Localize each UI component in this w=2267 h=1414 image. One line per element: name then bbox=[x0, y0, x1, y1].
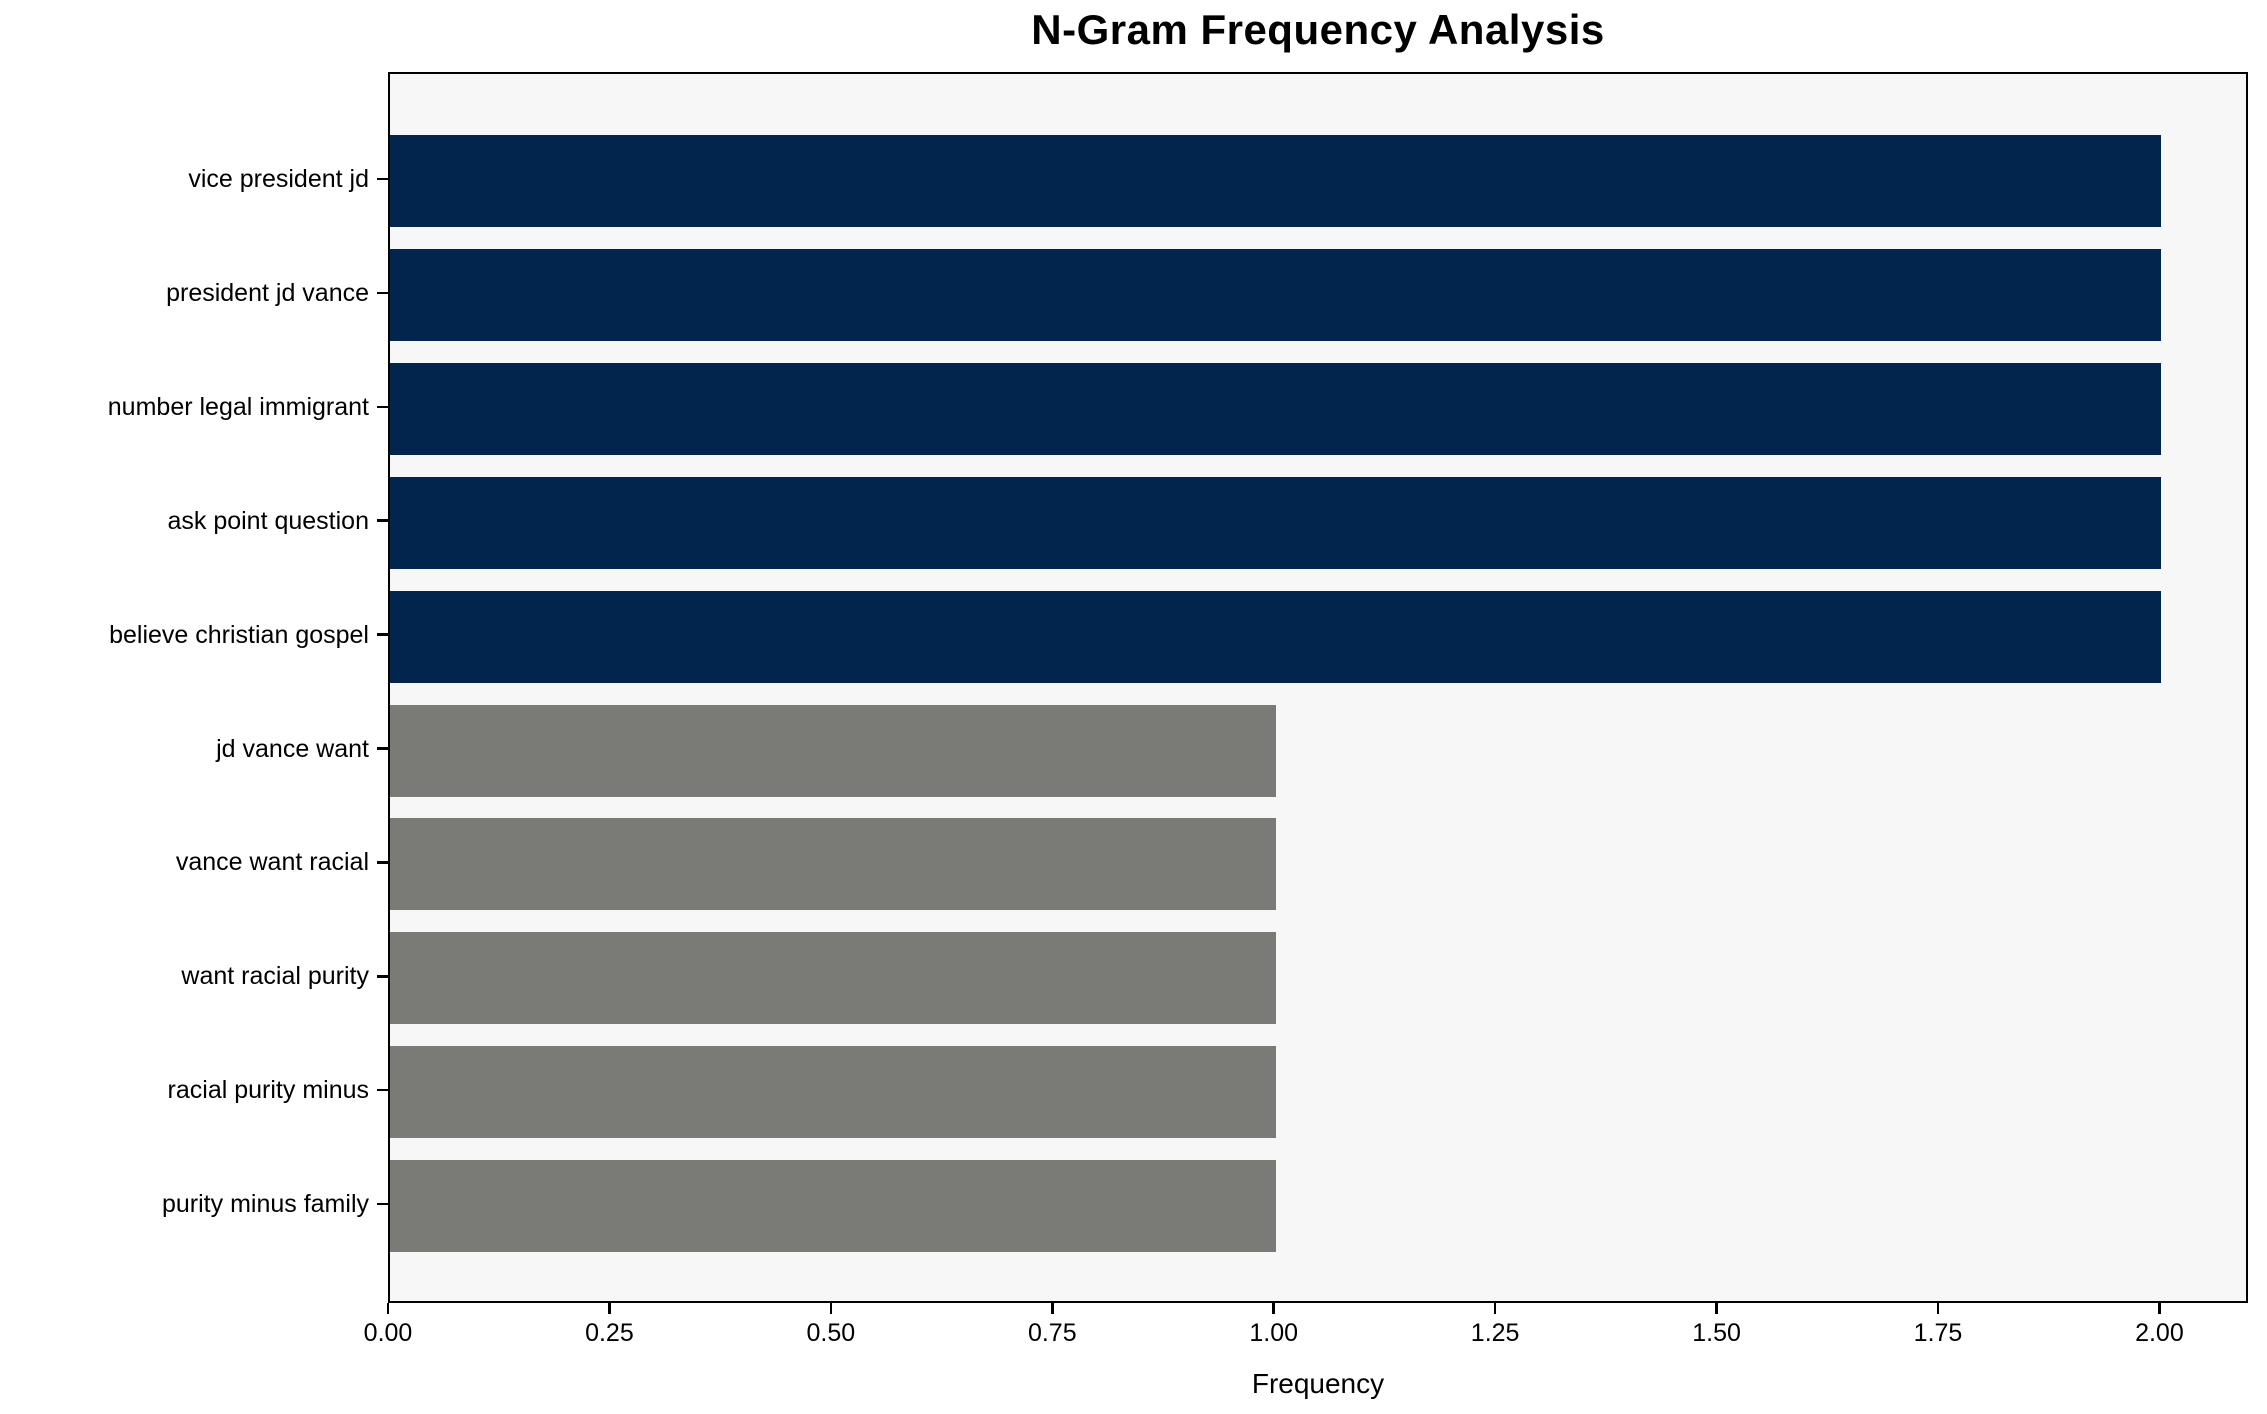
bar bbox=[390, 1160, 1276, 1253]
bar bbox=[390, 248, 2162, 341]
x-axis-tick bbox=[2158, 1303, 2161, 1314]
y-tick-label: purity minus family bbox=[162, 1190, 369, 1219]
plot-area bbox=[388, 72, 2248, 1303]
x-tick-label: 1.25 bbox=[1470, 1319, 1520, 1347]
y-tick-label: vice president jd bbox=[188, 165, 369, 193]
y-axis-tick bbox=[377, 747, 388, 750]
y-axis-tick bbox=[377, 291, 388, 295]
y-tick-label: ask point question bbox=[167, 506, 369, 535]
x-axis-tick bbox=[608, 1303, 611, 1314]
y-tick-label: vance want racial bbox=[175, 848, 369, 877]
y-tick-label: racial purity minus bbox=[167, 1076, 369, 1105]
x-tick-label: 0.50 bbox=[806, 1319, 856, 1347]
bar bbox=[390, 1046, 1276, 1139]
y-axis-tick bbox=[377, 861, 388, 864]
y-axis-tick bbox=[377, 519, 388, 522]
y-tick-label: number legal immigrant bbox=[107, 392, 369, 421]
x-tick-label: 1.50 bbox=[1692, 1319, 1741, 1347]
y-axis-tick bbox=[377, 177, 388, 181]
x-axis-tick bbox=[1051, 1303, 1054, 1314]
y-axis-tick bbox=[377, 1088, 388, 1092]
x-axis-tick bbox=[1272, 1303, 1275, 1314]
x-tick-label: 0.75 bbox=[1027, 1319, 1077, 1347]
bar bbox=[390, 590, 2162, 683]
x-axis-tick bbox=[829, 1303, 833, 1314]
chart-title: N-Gram Frequency Analysis bbox=[1031, 6, 1605, 53]
x-tick-label: 2.00 bbox=[2135, 1319, 2184, 1347]
bar bbox=[390, 476, 2162, 569]
bar bbox=[390, 704, 1276, 797]
x-tick-label: 0.25 bbox=[585, 1319, 634, 1347]
x-axis-label: Frequency bbox=[1251, 1368, 1385, 1399]
x-axis-tick bbox=[1715, 1303, 1718, 1314]
y-tick-label: president jd vance bbox=[166, 278, 369, 307]
y-tick-label: jd vance want bbox=[216, 734, 369, 763]
y-tick-label: want racial purity bbox=[181, 962, 369, 991]
x-tick-label: 1.75 bbox=[1913, 1319, 1963, 1347]
bar bbox=[390, 818, 1276, 911]
bar bbox=[390, 362, 2162, 455]
x-axis-tick bbox=[386, 1303, 390, 1314]
x-axis-tick bbox=[1493, 1303, 1497, 1314]
x-tick-label: 1.00 bbox=[1249, 1319, 1299, 1347]
bar bbox=[390, 932, 1276, 1025]
y-axis-tick bbox=[377, 405, 388, 409]
bar bbox=[390, 135, 2162, 227]
x-axis-tick bbox=[1936, 1303, 1940, 1314]
y-axis-tick bbox=[377, 633, 388, 636]
x-tick-label: 0.00 bbox=[363, 1319, 413, 1347]
y-axis-tick bbox=[377, 1202, 388, 1206]
y-tick-label: believe christian gospel bbox=[109, 620, 369, 649]
y-axis-tick bbox=[377, 975, 388, 978]
